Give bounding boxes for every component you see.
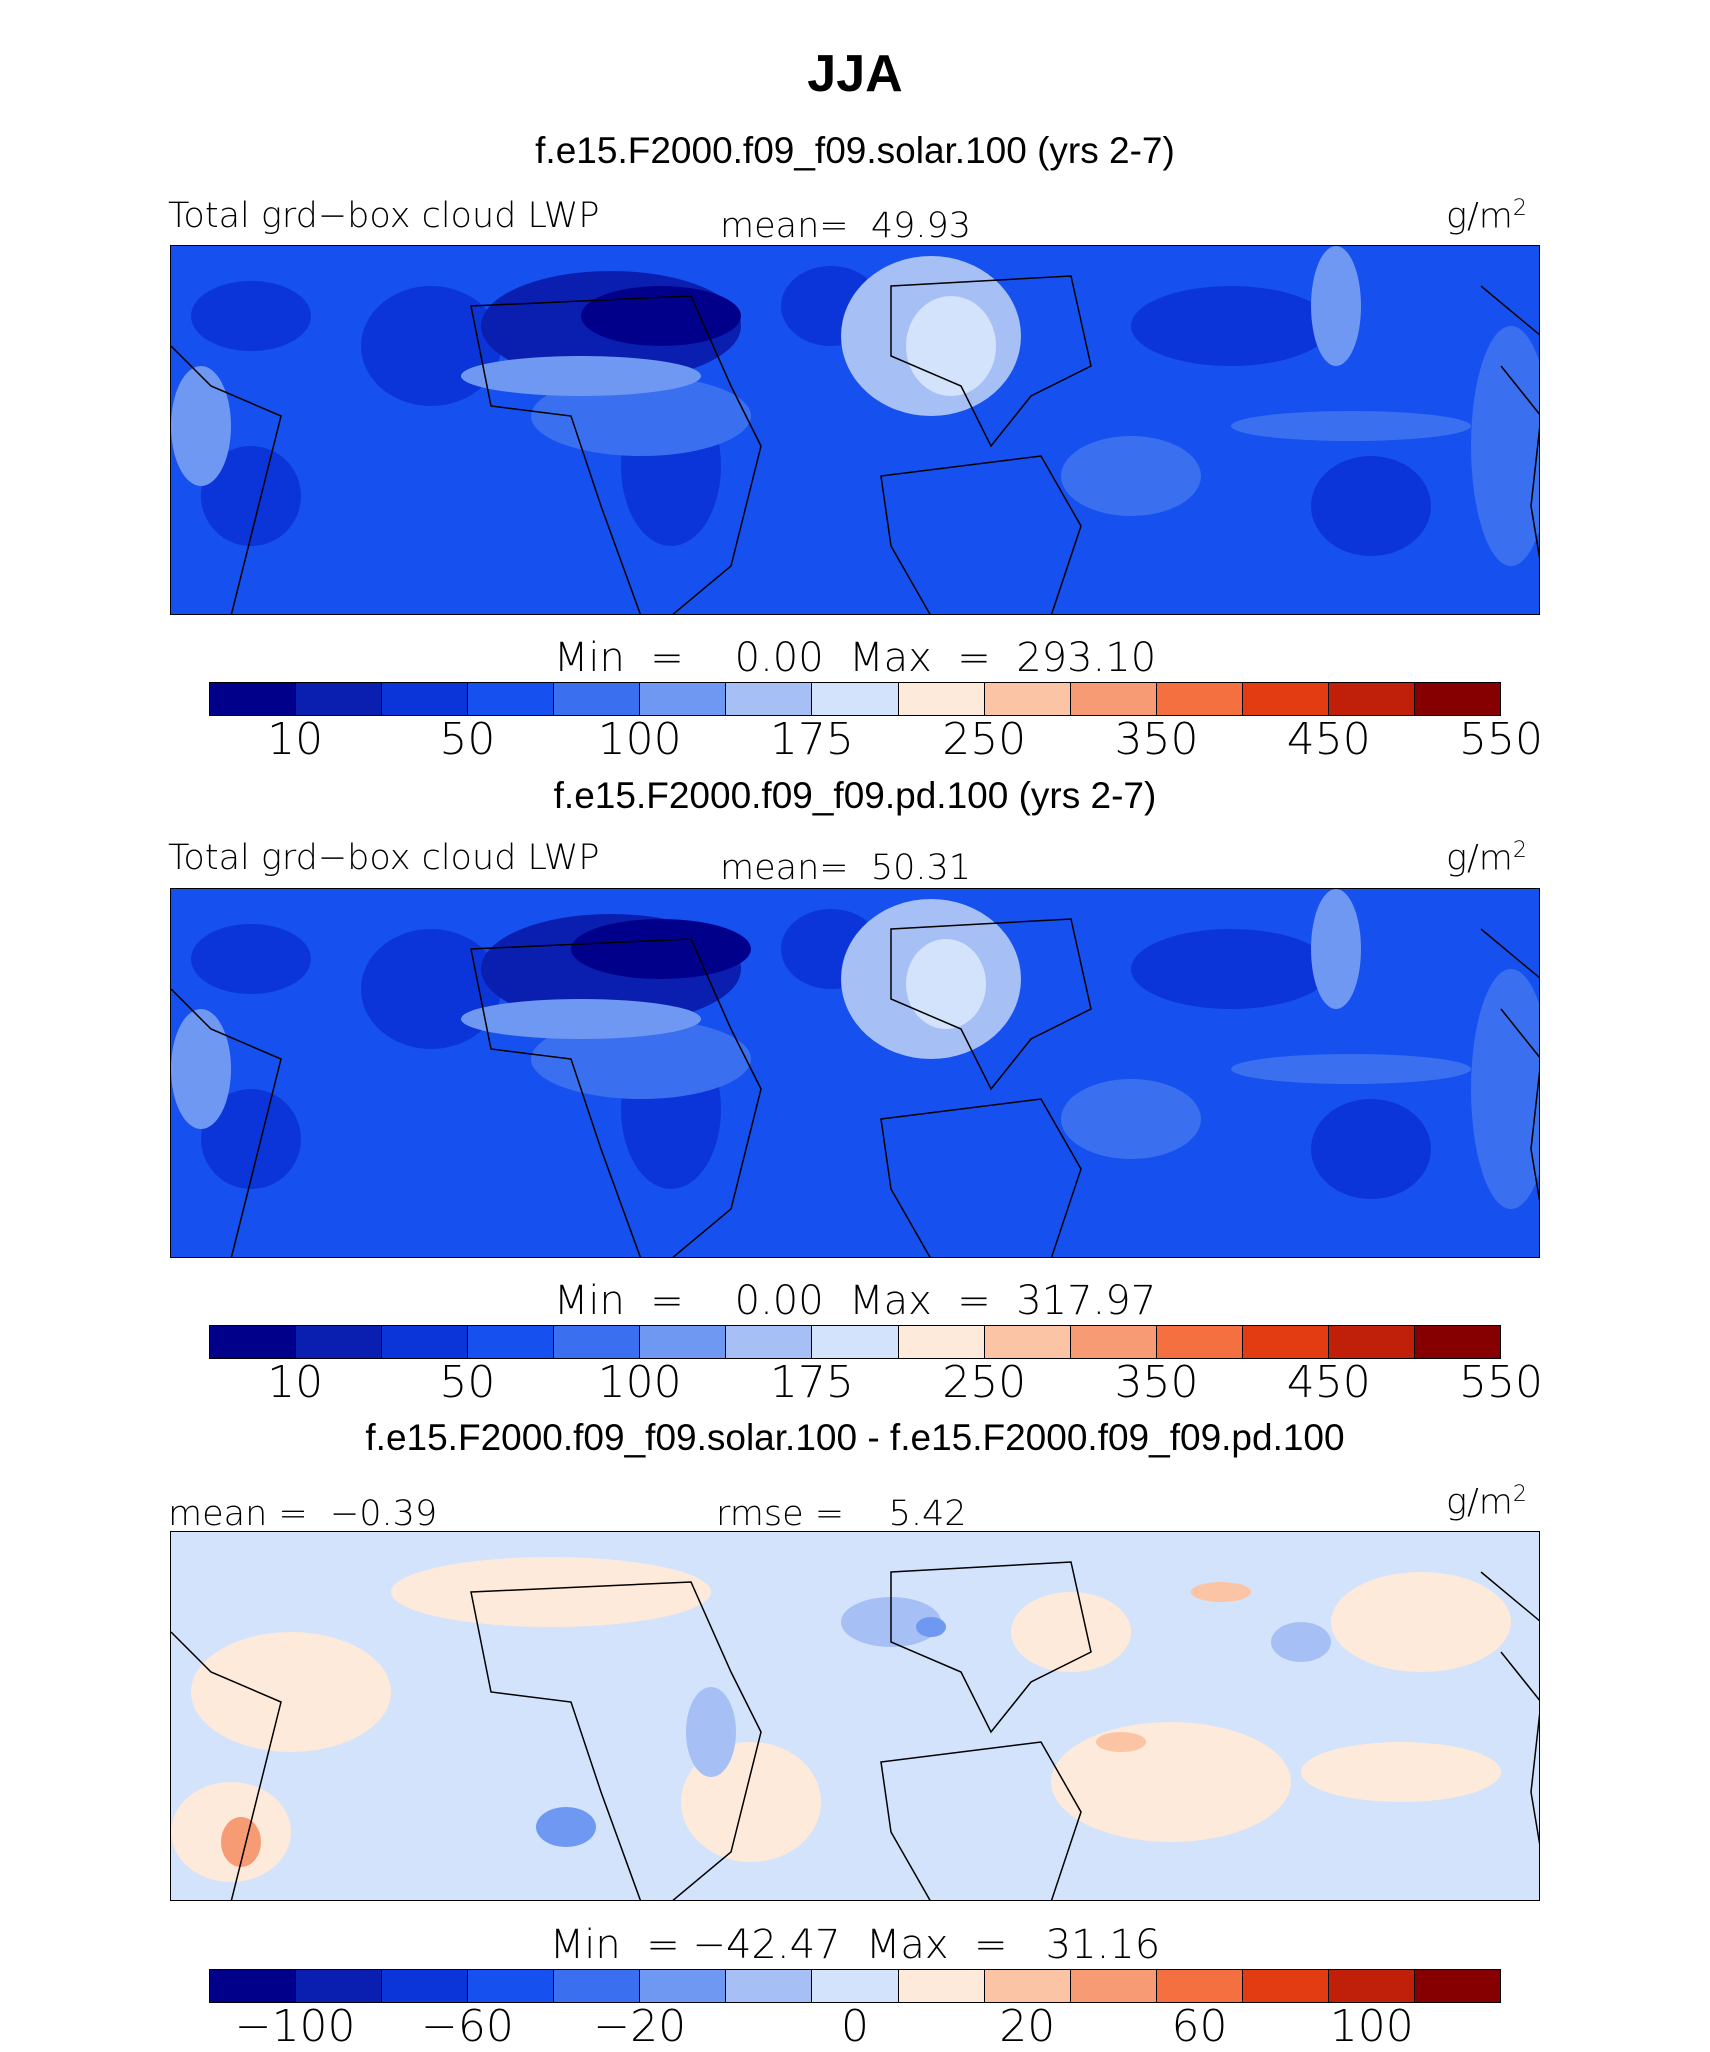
colorbar-swatch	[1328, 1970, 1415, 2002]
colorbar-tick-label: 450	[1286, 714, 1371, 765]
panel-1-map	[170, 245, 1540, 615]
colorbar-swatch	[984, 1970, 1071, 2002]
colorbar-tick-label: 450	[1286, 1357, 1371, 1408]
panel-2-map-field	[171, 889, 1539, 1257]
colorbar-tick-label: 0	[841, 2001, 869, 2052]
colorbar-swatch	[296, 1970, 383, 2002]
colorbar-swatch	[468, 683, 555, 715]
figure-title: JJA	[807, 45, 903, 103]
panel-1-mean-label: mean= 49.93	[720, 206, 972, 246]
panel-2-map	[170, 888, 1540, 1258]
colorbar-tick-label: 10	[267, 714, 324, 765]
colorbar-tick-label: 550	[1459, 1357, 1543, 1408]
colorbar-swatch	[554, 1326, 641, 1358]
colorbar-tick-label: 175	[769, 714, 854, 765]
panel-2-mean-label: mean= 50.31	[720, 848, 972, 888]
colorbar-swatch	[640, 1326, 727, 1358]
colorbar-swatch	[554, 1970, 641, 2002]
colorbar-tick-label: 350	[1114, 714, 1199, 765]
colorbar-swatch	[812, 683, 899, 715]
colorbar-tick-label: 175	[769, 1357, 854, 1408]
colorbar-tick-label: 350	[1114, 1357, 1199, 1408]
panel-2-minmax: Min = 0.00 Max = 317.97	[553, 1278, 1157, 1324]
colorbar-swatch	[554, 683, 641, 715]
colorbar-swatch	[468, 1970, 555, 2002]
colorbar-swatch	[898, 683, 985, 715]
panel-3-subtitle: f.e15.F2000.f09_f09.solar.100 - f.e15.F2…	[365, 1417, 1345, 1458]
colorbar-swatch	[1156, 683, 1243, 715]
panel-2-units: g/m2	[1446, 838, 1527, 879]
colorbar-swatch	[1242, 1970, 1329, 2002]
colorbar-swatch	[1328, 683, 1415, 715]
colorbar-tick-label: 250	[942, 714, 1027, 765]
colorbar-tick-label: 50	[439, 1357, 496, 1408]
colorbar-swatch	[1156, 1326, 1243, 1358]
colorbar-swatch	[984, 1326, 1071, 1358]
panel-3-mean-label: mean = −0.39	[168, 1494, 438, 1534]
colorbar-swatch	[1328, 1326, 1415, 1358]
panel-1-minmax: Min = 0.00 Max = 293.10	[553, 635, 1157, 681]
colorbar-tick-label: 50	[439, 714, 496, 765]
colorbar-swatch	[296, 683, 383, 715]
panel-2-variable-label: Total grd−box cloud LWP	[168, 838, 600, 878]
colorbar-tick-label: 10	[267, 1357, 324, 1408]
panel-3-units: g/m2	[1446, 1482, 1527, 1523]
panel-1-colorbar	[209, 682, 1501, 716]
panel-3-map	[170, 1531, 1540, 1901]
colorbar-swatch	[640, 1970, 727, 2002]
colorbar-swatch	[1414, 683, 1500, 715]
colorbar-swatch	[1156, 1970, 1243, 2002]
colorbar-swatch	[1242, 683, 1329, 715]
panel-2-subtitle: f.e15.F2000.f09_f09.pd.100 (yrs 2-7)	[553, 775, 1157, 816]
colorbar-swatch	[1414, 1326, 1500, 1358]
colorbar-swatch	[1414, 1970, 1500, 2002]
panel-1-map-field	[171, 246, 1539, 614]
panel-1-subtitle: f.e15.F2000.f09_f09.solar.100 (yrs 2-7)	[535, 130, 1175, 171]
colorbar-swatch	[898, 1326, 985, 1358]
panel-3-minmax: Min = −42.47 Max = 31.16	[549, 1922, 1161, 1968]
colorbar-tick-label: −60	[420, 2001, 514, 2052]
colorbar-swatch	[210, 683, 297, 715]
panel-1-units: g/m2	[1446, 196, 1527, 237]
colorbar-swatch	[812, 1326, 899, 1358]
colorbar-swatch	[898, 1970, 985, 2002]
panel-3-colorbar	[209, 1969, 1501, 2003]
colorbar-tick-label: 550	[1459, 714, 1543, 765]
panel-1-variable-label: Total grd−box cloud LWP	[168, 196, 600, 236]
colorbar-swatch	[1070, 1970, 1157, 2002]
colorbar-swatch	[812, 1970, 899, 2002]
panel-3-rmse-label: rmse = 5.42	[716, 1494, 967, 1534]
colorbar-swatch	[1070, 1326, 1157, 1358]
colorbar-tick-label: 100	[1329, 2001, 1414, 2052]
colorbar-swatch	[1070, 683, 1157, 715]
colorbar-swatch	[210, 1970, 297, 2002]
colorbar-tick-label: 100	[597, 714, 682, 765]
colorbar-swatch	[468, 1326, 555, 1358]
colorbar-tick-label: 20	[999, 2001, 1056, 2052]
panel-2-colorbar	[209, 1325, 1501, 1359]
colorbar-tick-label: 100	[597, 1357, 682, 1408]
colorbar-swatch	[726, 683, 813, 715]
colorbar-swatch	[640, 683, 727, 715]
colorbar-swatch	[382, 683, 469, 715]
colorbar-tick-label: 250	[942, 1357, 1027, 1408]
colorbar-swatch	[210, 1326, 297, 1358]
colorbar-swatch	[296, 1326, 383, 1358]
colorbar-tick-label: −20	[593, 2001, 687, 2052]
colorbar-tick-label: −100	[234, 2001, 356, 2052]
colorbar-swatch	[984, 683, 1071, 715]
colorbar-swatch	[1242, 1326, 1329, 1358]
colorbar-swatch	[382, 1970, 469, 2002]
panel-3-map-field	[171, 1532, 1539, 1900]
colorbar-tick-label: 60	[1171, 2001, 1228, 2052]
colorbar-swatch	[726, 1326, 813, 1358]
colorbar-swatch	[726, 1970, 813, 2002]
colorbar-swatch	[382, 1326, 469, 1358]
